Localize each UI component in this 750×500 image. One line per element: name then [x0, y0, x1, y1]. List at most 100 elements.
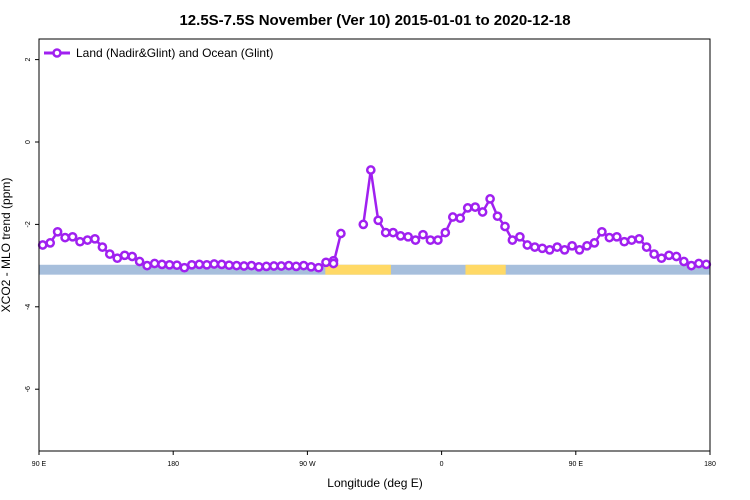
x-tick-label: 180 — [704, 461, 716, 468]
y-axis: 2 0 -2 -4 -6 — [25, 58, 39, 392]
data-point — [619, 236, 630, 247]
data-point — [209, 259, 220, 269]
data-point — [134, 256, 145, 267]
data-point — [649, 249, 659, 259]
data-point — [500, 221, 510, 232]
data-point — [67, 231, 78, 242]
y-tick-label: -2 — [25, 221, 32, 227]
data-point — [216, 259, 227, 270]
data-point — [149, 258, 160, 269]
data-point — [201, 259, 212, 270]
data-point — [172, 260, 182, 271]
data-point — [582, 240, 592, 251]
data-point — [686, 260, 697, 271]
data-point — [75, 236, 85, 247]
data-point — [679, 256, 689, 267]
data-point — [306, 261, 316, 272]
data-point — [164, 259, 175, 270]
data-point — [641, 242, 652, 252]
data-point — [626, 235, 637, 245]
data-point — [604, 232, 615, 243]
x-axis-label: Longitude (deg E) — [327, 476, 422, 490]
y-tick-label: 0 — [25, 140, 32, 144]
data-point — [37, 240, 48, 250]
data-point — [127, 251, 138, 262]
data-point — [515, 231, 525, 242]
data-point — [611, 231, 622, 242]
legend-marker — [52, 48, 62, 58]
data-point — [418, 229, 428, 240]
series-layer — [37, 165, 712, 273]
data-point — [298, 260, 309, 271]
x-axis: 90 E 180 90 W 0 90 E 180 — [32, 451, 716, 468]
data-point — [283, 260, 294, 271]
data-point — [142, 260, 152, 271]
data-point — [634, 233, 645, 244]
data-point — [321, 257, 331, 268]
data-point — [365, 165, 376, 175]
plot-frame — [38, 38, 711, 452]
y-tick-label: 2 — [25, 58, 32, 62]
data-point — [231, 260, 242, 271]
data-point — [447, 212, 458, 222]
data-point — [507, 235, 518, 245]
data-point — [380, 227, 391, 238]
data-point — [224, 260, 234, 271]
x-tick-label: 180 — [167, 461, 179, 468]
legend-label: Land (Nadir&Glint) and Ocean (Glint) — [76, 46, 273, 60]
data-point — [462, 203, 473, 213]
data-point — [239, 261, 249, 271]
data-point — [529, 242, 540, 252]
data-point — [373, 215, 384, 226]
data-point — [656, 253, 667, 264]
data-point — [403, 231, 413, 242]
data-point — [97, 242, 108, 252]
data-point — [254, 261, 264, 272]
data-point — [269, 261, 279, 271]
land-band — [465, 264, 506, 275]
data-point — [701, 259, 712, 270]
data-point — [82, 235, 93, 245]
data-point — [597, 226, 607, 237]
data-point — [567, 240, 577, 251]
data-point — [693, 258, 704, 269]
x-tick-label: 90 E — [32, 461, 47, 468]
data-point — [552, 242, 563, 252]
data-point — [425, 235, 436, 245]
data-point — [544, 245, 555, 255]
data-point — [671, 251, 682, 262]
data-point — [112, 253, 123, 264]
x-tick-label: 0 — [440, 461, 444, 468]
data-point — [440, 227, 451, 238]
data-point — [395, 231, 406, 241]
data-point — [477, 207, 488, 217]
data-point — [537, 243, 548, 254]
land-band — [325, 264, 391, 275]
x-tick-label: 90 E — [569, 461, 584, 468]
data-point — [45, 238, 56, 248]
data-point — [261, 261, 272, 272]
data-point — [60, 232, 70, 243]
data-point — [291, 261, 302, 272]
data-point — [410, 235, 421, 245]
data-point — [433, 235, 443, 245]
surface-band — [39, 264, 710, 275]
data-point — [186, 259, 197, 270]
data-point — [470, 202, 481, 212]
data-point — [522, 240, 533, 250]
data-point — [574, 245, 585, 255]
data-point — [276, 261, 287, 271]
data-point — [485, 194, 495, 204]
data-point — [157, 259, 167, 270]
data-point — [336, 228, 346, 239]
data-point — [52, 226, 63, 237]
data-point — [358, 219, 369, 230]
data-point — [313, 262, 324, 273]
data-point — [559, 245, 570, 255]
data-point — [492, 211, 503, 222]
data-point — [664, 250, 674, 261]
data-point — [328, 258, 339, 269]
y-axis-label: XCO2 - MLO trend (ppm) — [0, 178, 13, 313]
y-tick-label: -4 — [25, 304, 32, 310]
